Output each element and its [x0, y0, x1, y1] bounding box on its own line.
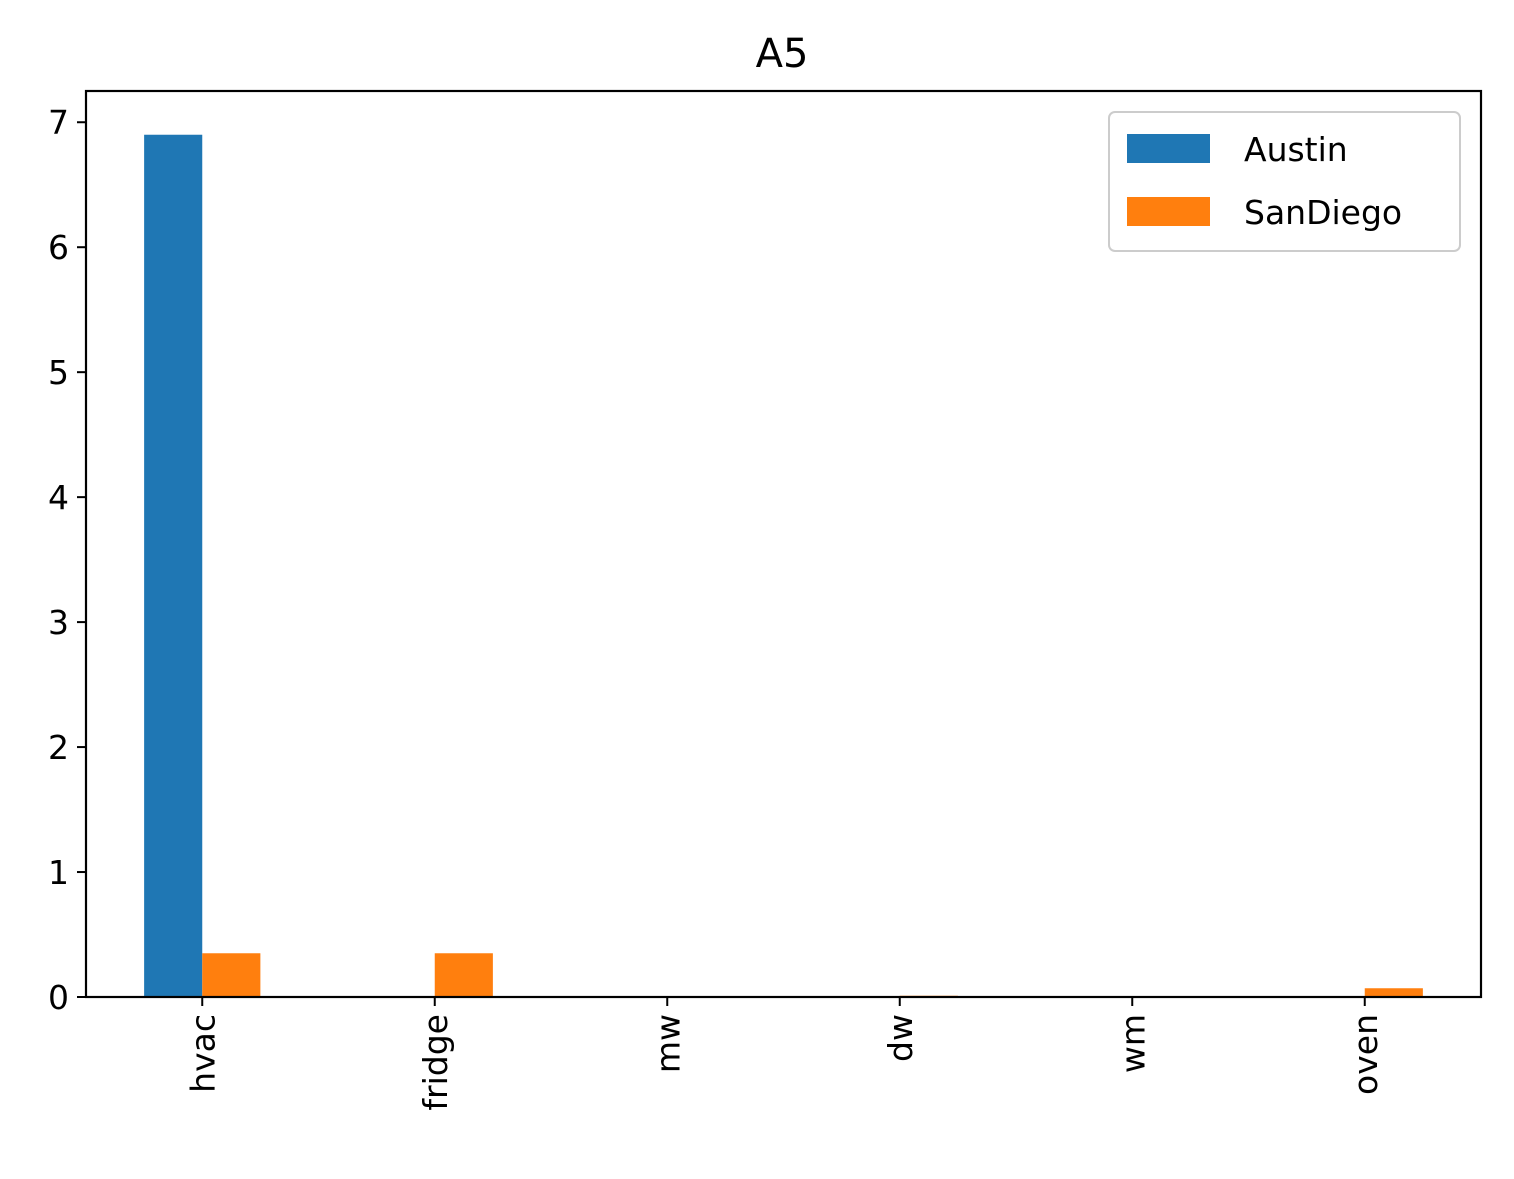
y-tick-label: 0 [48, 978, 69, 1017]
bar-sandiego-oven [1364, 988, 1423, 997]
x-tick-label-fridge: fridge [416, 1014, 455, 1111]
y-tick-label: 1 [48, 853, 69, 892]
bars-group [144, 134, 1423, 998]
y-tick-label: 7 [48, 103, 69, 142]
chart-title: A5 [756, 31, 809, 77]
y-tick-label: 5 [48, 353, 69, 392]
bar-sandiego-fridge [434, 953, 493, 997]
x-tick-label-oven: oven [1346, 1014, 1385, 1095]
x-tick-label-mw: mw [648, 1014, 687, 1073]
legend-swatch-austin [1127, 134, 1210, 163]
legend-label-sandiego: SanDiego [1244, 193, 1402, 232]
legend: Austin SanDiego [1108, 111, 1461, 252]
y-tick-label: 6 [48, 228, 69, 267]
bar-sandiego-hvac [202, 953, 261, 997]
x-tick-label-hvac: hvac [183, 1014, 222, 1093]
y-tick-label: 4 [48, 478, 69, 517]
x-axis: hvac fridge mw dw wm oven [183, 997, 1385, 1111]
legend-label-austin: Austin [1244, 130, 1348, 169]
x-tick-label-dw: dw [881, 1014, 920, 1062]
legend-swatch-sandiego [1127, 197, 1210, 226]
x-tick-label-wm: wm [1113, 1014, 1152, 1073]
y-axis: 0 1 2 3 4 5 6 7 [48, 103, 86, 1017]
y-tick-label: 2 [48, 728, 69, 767]
y-tick-label: 3 [48, 603, 69, 642]
plot-frame [84, 89, 1483, 999]
bar-austin-hvac [144, 134, 203, 998]
